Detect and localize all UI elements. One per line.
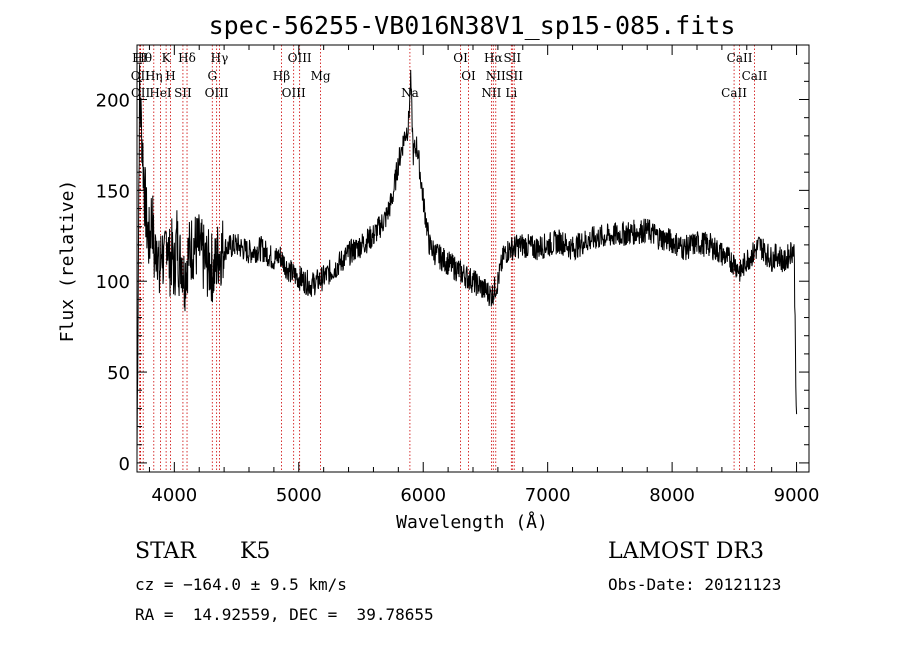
x-axis-ticks: 4000 5000 6000 7000 8000 9000	[148, 45, 820, 506]
coordinates: RA = 14.92559, DEC = 39.78655	[135, 605, 434, 624]
line-label: CaII	[742, 69, 768, 83]
line-label: SII	[505, 69, 523, 83]
line-label: Hα	[484, 51, 503, 65]
line-label: G	[207, 69, 217, 83]
line-label: CaII	[721, 86, 747, 100]
line-label: H	[165, 69, 175, 83]
line-label: HeI	[149, 86, 172, 100]
line-label: Li	[505, 86, 517, 100]
line-label: OI	[453, 51, 468, 65]
line-label: CaII	[727, 51, 753, 65]
x-tick-label: 9000	[774, 485, 820, 506]
line-labels: HI OII OII Hθ Hη HeI KH SII Hδ G OIII Hγ Hβ OIII OIII M…	[131, 51, 768, 100]
line-label: HI	[132, 51, 147, 65]
x-tick-label: 6000	[400, 485, 446, 506]
x-tick-label: 5000	[276, 485, 322, 506]
x-axis-label: Wavelength (Å)	[396, 511, 548, 533]
line-label: Hγ	[211, 51, 229, 65]
y-axis-ticks: 0 50 100 150 200	[96, 62, 809, 475]
redshift-text: cz = −164.0 ± 9.5 km/s	[135, 575, 347, 594]
line-label: OIII	[205, 86, 229, 100]
line-label: OIII	[288, 51, 312, 65]
y-tick-label: 0	[119, 454, 130, 475]
line-label: NII	[481, 86, 501, 100]
line-label: Hθ	[134, 51, 152, 65]
plot-frame	[136, 44, 810, 473]
line-label: SII	[174, 86, 192, 100]
chart-title: spec-56255-VB016N38V1_sp15-085.fits	[209, 11, 736, 40]
spectrum-line	[136, 64, 798, 455]
line-label: Hη	[145, 69, 163, 83]
x-tick-label: 7000	[525, 485, 571, 506]
line-label: OII	[131, 86, 151, 100]
line-label: K	[162, 51, 172, 65]
survey-name: LAMOST DR3	[608, 539, 764, 564]
line-label: NII	[486, 69, 506, 83]
line-label: OII	[131, 69, 151, 83]
line-label: SII	[503, 51, 521, 65]
y-tick-label: 50	[107, 363, 130, 384]
object-subclass: K5	[240, 539, 271, 564]
y-tick-label: 100	[96, 272, 130, 293]
y-tick-label: 150	[96, 181, 130, 202]
line-label: Hδ	[178, 51, 196, 65]
line-label: OI	[461, 69, 476, 83]
line-label: Hβ	[273, 69, 290, 83]
line-label: OIII	[282, 86, 306, 100]
line-label: Mg	[311, 69, 331, 83]
y-tick-label: 200	[96, 91, 130, 112]
x-tick-label: 4000	[151, 485, 197, 506]
obs-date: Obs-Date: 20121123	[608, 575, 782, 594]
y-axis-label: Flux (relative)	[57, 180, 78, 343]
x-tick-label: 8000	[649, 485, 695, 506]
object-class: STAR	[135, 539, 196, 564]
